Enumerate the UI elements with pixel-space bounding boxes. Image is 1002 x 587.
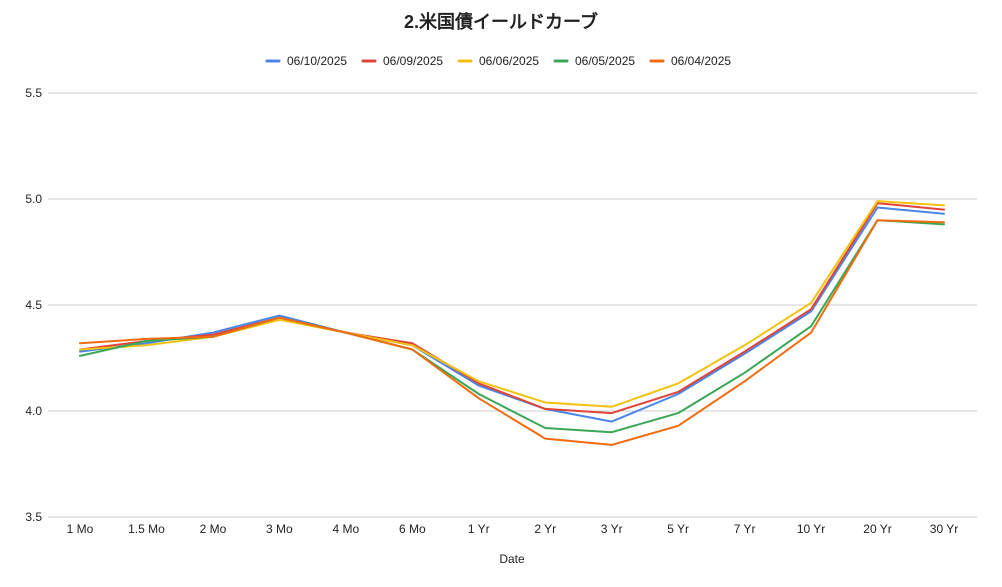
x-axis-ticks: 1 Mo 1.5 Mo 2 Mo 3 Mo 4 Mo 6 Mo 1 Yr 2 Yr 3 Yr 5 … (67, 522, 959, 536)
y-tick-label: 4.0 (25, 404, 42, 418)
x-tick-label: 20 Yr (863, 522, 891, 536)
x-tick-label: 3 Mo (266, 522, 293, 536)
x-tick-label: 4 Mo (333, 522, 360, 536)
x-tick-label: 1 Mo (67, 522, 94, 536)
x-tick-label: 7 Yr (734, 522, 756, 536)
chart-legend: 06/10/2025 06/09/2025 06/06/2025 06/05/2025… (265, 54, 731, 68)
x-tick-label: 30 Yr (930, 522, 958, 536)
chart-title: 2.米国債イールドカーブ (404, 11, 598, 32)
x-tick-label: 2 Mo (200, 522, 227, 536)
x-tick-label: 1 Yr (468, 522, 490, 536)
y-tick-label: 5.5 (25, 86, 42, 100)
legend-item: 06/05/2025 (553, 54, 635, 68)
y-tick-label: 5.0 (25, 192, 42, 206)
y-tick-label: 4.5 (25, 298, 42, 312)
x-tick-label: 2 Yr (534, 522, 556, 536)
x-tick-label: 5 Yr (667, 522, 689, 536)
legend-label: 06/10/2025 (287, 54, 347, 68)
x-axis-title: Date (499, 552, 525, 566)
series-line-06-04-2025 (79, 219, 945, 446)
legend-label: 06/05/2025 (575, 54, 635, 68)
x-tick-label: 6 Mo (399, 522, 426, 536)
legend-item: 06/06/2025 (457, 54, 539, 68)
x-tick-label: 3 Yr (601, 522, 623, 536)
legend-item: 06/09/2025 (361, 54, 443, 68)
y-axis-ticks: 3.5 4.0 4.5 5.0 5.5 (25, 86, 42, 524)
x-tick-label: 10 Yr (797, 522, 825, 536)
legend-item: 06/04/2025 (649, 54, 731, 68)
chart-gridlines (48, 92, 977, 518)
y-tick-label: 3.5 (25, 510, 42, 524)
legend-label: 06/04/2025 (671, 54, 731, 68)
chart-series-lines (79, 200, 945, 446)
series-line-06-09-2025 (79, 202, 945, 415)
legend-label: 06/06/2025 (479, 54, 539, 68)
legend-item: 06/10/2025 (265, 54, 347, 68)
series-line-06-10-2025 (79, 206, 945, 423)
x-tick-label: 1.5 Mo (128, 522, 165, 536)
legend-label: 06/09/2025 (383, 54, 443, 68)
